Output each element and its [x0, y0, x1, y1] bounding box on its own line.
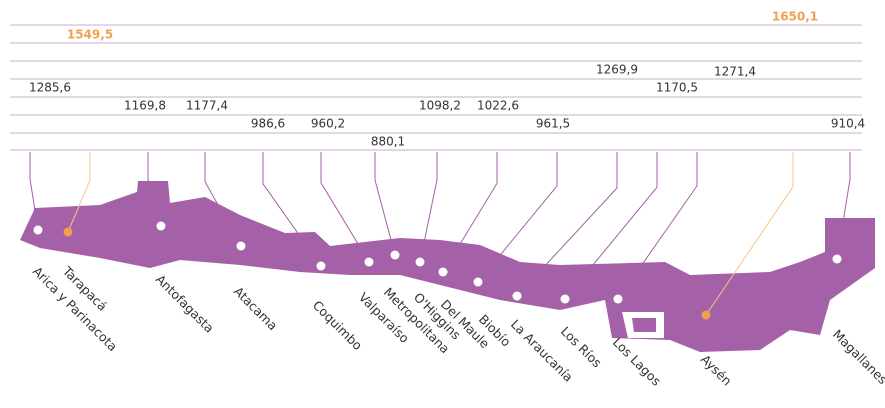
- dot: [236, 241, 246, 251]
- dot: [415, 257, 425, 267]
- dot: [156, 221, 166, 231]
- leader-line: [204, 152, 242, 247]
- leader-line: [147, 152, 162, 227]
- dot: [832, 254, 842, 264]
- region-label: Los Lagos: [610, 335, 664, 389]
- region-label: Magallanes: [830, 327, 885, 388]
- leader-line: [564, 152, 658, 300]
- dot: [63, 227, 73, 237]
- leader-line: [419, 152, 438, 263]
- value-label: 1169,8: [124, 99, 166, 113]
- grid: [10, 24, 862, 151]
- leader-line: [617, 152, 698, 300]
- map-inset: [632, 318, 656, 332]
- value-label: 1650,1: [772, 10, 818, 24]
- dot: [316, 261, 326, 271]
- region-label: Aysén: [698, 352, 735, 389]
- dot: [364, 257, 374, 267]
- leader-line: [477, 152, 558, 283]
- leader-line: [67, 152, 91, 233]
- leader-line: [374, 152, 396, 256]
- value-label: 880,1: [371, 135, 405, 149]
- dot: [701, 310, 711, 320]
- leader-line: [262, 152, 322, 267]
- value-label: 1549,5: [67, 28, 113, 42]
- value-label: 910,4: [831, 117, 865, 131]
- dot: [560, 294, 570, 304]
- leader-line: [836, 152, 851, 260]
- leader-line: [29, 152, 39, 231]
- value-label: 1098,2: [419, 99, 461, 113]
- leader-line: [516, 152, 618, 297]
- leader-line: [442, 152, 498, 273]
- map: [20, 181, 875, 352]
- value-label: 1285,6: [29, 81, 71, 95]
- value-label: 961,5: [536, 117, 570, 131]
- region-label: Atacama: [231, 284, 281, 334]
- leader-line: [705, 152, 794, 316]
- region-label: Coquimbo: [310, 298, 365, 353]
- dot: [512, 291, 522, 301]
- region-label: Antofagasta: [153, 272, 217, 336]
- dot: [473, 277, 483, 287]
- leader-line: [320, 152, 370, 263]
- value-label: 1022,6: [477, 99, 519, 113]
- dot: [613, 294, 623, 304]
- dot: [390, 250, 400, 260]
- dot: [33, 225, 43, 235]
- value-label: 1269,9: [596, 63, 638, 77]
- value-label: 1271,4: [714, 65, 756, 79]
- value-label: 1170,5: [656, 81, 698, 95]
- value-label: 986,6: [251, 117, 285, 131]
- dot: [438, 267, 448, 277]
- value-label: 1177,4: [186, 99, 228, 113]
- value-label: 960,2: [311, 117, 345, 131]
